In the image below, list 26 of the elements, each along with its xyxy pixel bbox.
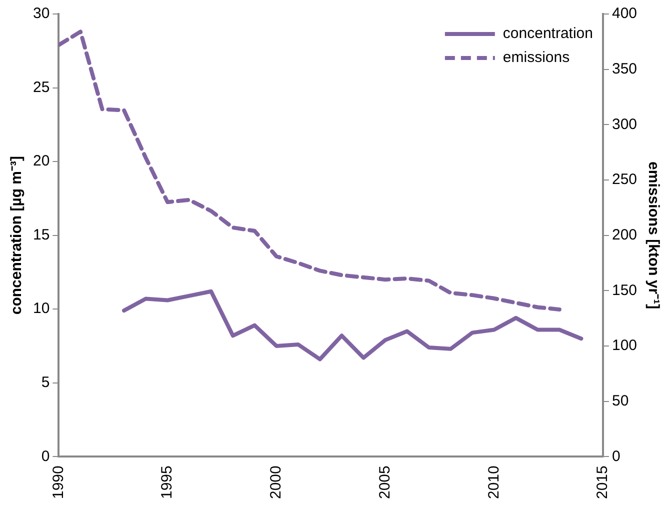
- y2-tick-label: 150: [612, 282, 638, 299]
- y2-tick-label: 350: [612, 60, 638, 78]
- y-tick-label: 15: [32, 226, 50, 244]
- x-tick-label: 2000: [268, 466, 285, 500]
- y-tick-label: 10: [32, 300, 50, 318]
- legend-label: emissions: [502, 49, 570, 66]
- y-tick-label: 5: [41, 374, 50, 391]
- y2-tick-label: 50: [612, 392, 629, 410]
- y-tick-label: 25: [32, 78, 50, 96]
- y2-tick-label: 100: [612, 337, 638, 354]
- x-tick-label: 2010: [485, 466, 502, 500]
- y2-tick-label: 0: [612, 448, 620, 465]
- y2-axis-title: emissions [kton yr⁻¹]: [644, 162, 662, 310]
- x-tick-label: 1990: [50, 466, 67, 500]
- x-tick-label: 2005: [376, 466, 394, 500]
- legend-label: concentration: [502, 25, 593, 42]
- y-tick-label: 0: [41, 448, 50, 465]
- y2-tick-label: 400: [612, 5, 638, 22]
- y2-tick-label: 250: [612, 171, 638, 188]
- y2-tick-label: 200: [612, 226, 638, 244]
- x-tick-label: 2015: [594, 466, 612, 500]
- x-tick-label: 1995: [158, 466, 176, 500]
- y-axis-title: concentration [µg m⁻³]: [8, 156, 26, 315]
- y-tick-label: 20: [32, 152, 50, 170]
- y-tick-label: 30: [32, 5, 50, 22]
- y2-tick-label: 300: [612, 116, 638, 133]
